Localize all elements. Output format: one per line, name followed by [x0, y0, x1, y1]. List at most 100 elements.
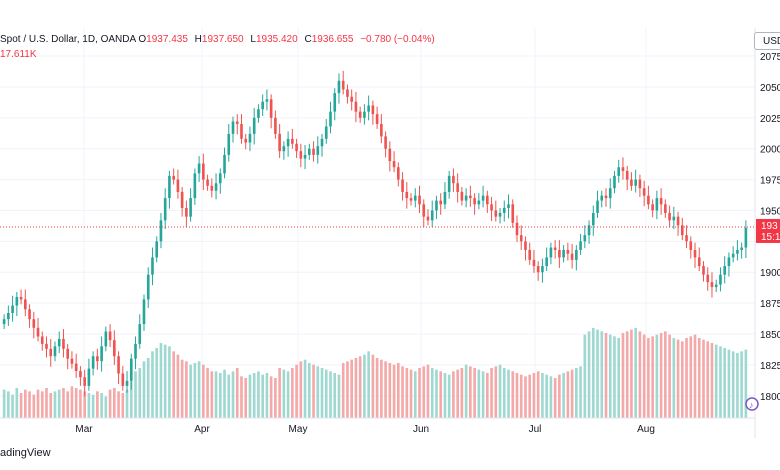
- volume-bar: [375, 358, 379, 418]
- volume-bar: [430, 368, 434, 418]
- volume-bar: [286, 371, 290, 418]
- candle-body: [286, 138, 290, 147]
- volume-bar: [252, 373, 256, 418]
- candle-body: [168, 175, 171, 199]
- x-tick-label: Jun: [413, 424, 429, 435]
- candle-body: [163, 198, 167, 221]
- volume-bar: [329, 371, 332, 418]
- volume-bar: [189, 364, 192, 418]
- volume-bar: [282, 369, 286, 418]
- candle-body: [621, 167, 625, 171]
- symbol-legend: Spot / U.S. Dollar, 1D, OANDA O1937.435 …: [0, 34, 439, 45]
- candle-body: [418, 195, 421, 205]
- volume-bar: [418, 368, 421, 418]
- candle-body: [2, 319, 6, 325]
- volume-bar: [697, 338, 701, 418]
- volume-bar: [587, 331, 591, 418]
- candle-body: [456, 183, 459, 192]
- candle-body: [28, 309, 31, 320]
- volume-bar: [176, 354, 180, 418]
- candle-body: [185, 208, 188, 217]
- volume-bar: [227, 374, 231, 418]
- y-tick-label: 2075: [760, 52, 780, 63]
- volume-bar: [655, 334, 659, 418]
- compare-circle-icon[interactable]: [745, 397, 759, 411]
- volume-bar: [142, 361, 146, 418]
- candle-body: [11, 305, 14, 313]
- volume-bars: [2, 328, 748, 418]
- volume-bar: [710, 343, 714, 418]
- candle-body: [731, 253, 735, 258]
- candle-body: [159, 220, 163, 242]
- volume-bar: [447, 374, 451, 418]
- candle-body: [579, 241, 582, 250]
- volume-bar: [202, 364, 205, 418]
- volume-bar: [371, 354, 375, 418]
- candle-body: [736, 250, 739, 254]
- candle-body: [138, 324, 142, 344]
- current-price-tag-value: 193: [761, 221, 778, 232]
- candle-body: [49, 348, 53, 357]
- currency-button[interactable]: USD: [754, 32, 780, 50]
- volume-bar: [40, 391, 44, 418]
- volume-bar: [536, 371, 540, 418]
- volume-bar: [206, 368, 209, 418]
- candle-body: [329, 111, 332, 127]
- candle-body: [53, 346, 57, 357]
- candle-body: [57, 338, 61, 347]
- candle-body: [647, 195, 650, 205]
- volume-bar: [333, 373, 337, 418]
- candle-body: [303, 154, 307, 159]
- close-label: C: [304, 34, 312, 45]
- volume-bar: [2, 389, 6, 418]
- volume-bar: [244, 378, 248, 418]
- candle-body: [248, 133, 252, 143]
- volume-bar: [702, 339, 705, 418]
- candle-body: [392, 161, 396, 168]
- candle-body: [66, 348, 70, 359]
- candle-body: [269, 99, 273, 118]
- candle-body: [350, 96, 354, 102]
- volume-bar: [566, 371, 570, 418]
- y-tick-label: 2025: [760, 114, 780, 125]
- candle-body: [19, 296, 23, 300]
- y-tick-label: 1950: [760, 206, 780, 217]
- candle-body: [83, 377, 86, 386]
- candle-body: [680, 225, 684, 236]
- candle-body: [104, 331, 108, 347]
- candles: [2, 70, 748, 397]
- volume-bar: [714, 344, 718, 418]
- volume-bar: [312, 364, 315, 418]
- candle-body: [100, 346, 103, 362]
- volume-value: 17.611K: [0, 49, 37, 60]
- volume-bar: [744, 349, 748, 418]
- volume-bar: [337, 374, 341, 418]
- volume-bar: [634, 328, 637, 418]
- candle-body: [562, 250, 565, 258]
- candle-body: [316, 146, 320, 155]
- candle-body: [524, 241, 527, 250]
- candle-body: [295, 143, 298, 152]
- x-tick-label: Mar: [75, 424, 93, 435]
- volume-bar: [265, 373, 269, 418]
- volume-bar: [401, 366, 404, 418]
- volume-bar: [638, 331, 642, 418]
- symbol-name[interactable]: Spot / U.S. Dollar, 1D, OANDA: [0, 34, 136, 45]
- volume-bar: [600, 331, 604, 418]
- candle-body: [511, 204, 515, 223]
- candle-body: [7, 313, 10, 320]
- volume-bar: [11, 394, 14, 418]
- volume-bar: [477, 369, 481, 418]
- volume-bar: [159, 343, 163, 418]
- volume-bar: [146, 358, 150, 418]
- high-value: 1937.650: [201, 34, 244, 45]
- volume-bar: [57, 389, 61, 418]
- candle-body: [719, 274, 722, 285]
- candle-body: [401, 179, 404, 192]
- volume-bar: [515, 373, 519, 418]
- volume-bar: [367, 351, 370, 418]
- candle-body: [32, 319, 36, 328]
- candle-body: [469, 195, 472, 199]
- candle-body: [638, 179, 642, 189]
